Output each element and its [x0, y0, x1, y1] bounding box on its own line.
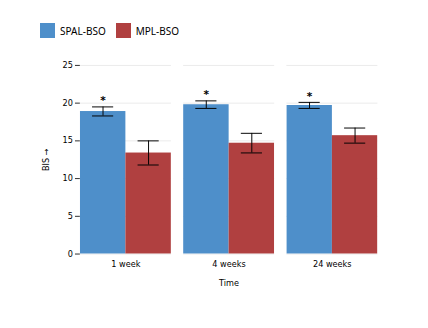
svg-text:BIS →: BIS → [41, 148, 51, 171]
svg-text:1 week: 1 week [111, 259, 140, 269]
svg-text:Time: Time [218, 278, 239, 288]
svg-text:15: 15 [63, 135, 73, 145]
html-text:MPL-BSO: MPL-BSO [135, 23, 180, 38]
svg-text:4 weeks: 4 weeks [212, 259, 245, 269]
svg-text:10: 10 [63, 173, 73, 183]
svg-text:*: * [100, 94, 106, 106]
svg-text:20: 20 [63, 98, 73, 108]
svg-text:0: 0 [68, 249, 73, 259]
html-text:SPAL-BSO: SPAL-BSO [60, 23, 106, 38]
svg-text:5: 5 [68, 211, 73, 221]
svg-text:25: 25 [63, 60, 73, 70]
svg-text:*: * [307, 90, 313, 102]
svg-text:*: * [204, 88, 210, 100]
svg-text:24 weeks: 24 weeks [313, 259, 352, 269]
